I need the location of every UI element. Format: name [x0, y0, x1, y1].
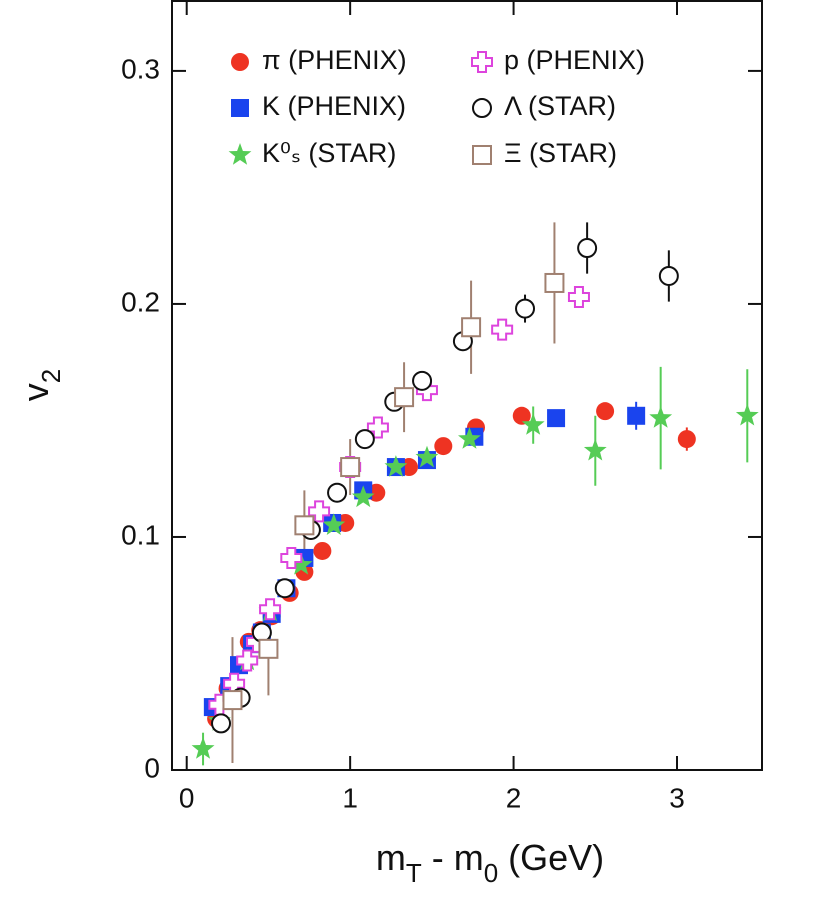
legend-marker [471, 51, 493, 73]
plot-frame [171, 0, 763, 771]
data-point [322, 513, 346, 535]
data-point [491, 318, 514, 341]
data-point [512, 406, 531, 425]
data-point [351, 485, 375, 508]
x-tick-label: 2 [506, 782, 522, 813]
data-point [577, 238, 598, 259]
data-point [461, 317, 482, 338]
data-point [274, 578, 295, 599]
label-part: v [15, 383, 56, 401]
data-point [547, 409, 566, 428]
data-point [340, 457, 361, 478]
data-point [308, 500, 331, 523]
legend-marker [231, 99, 249, 117]
data-point [458, 427, 481, 449]
data-point [544, 272, 565, 293]
legend-marker [472, 145, 492, 165]
label-part: 2 [36, 369, 66, 383]
data-point [412, 370, 433, 391]
y-tick-label: 0.3 [121, 53, 160, 84]
data-point [649, 406, 673, 428]
legend-marker [231, 53, 249, 71]
label-part: - m [422, 837, 484, 878]
data-point [327, 482, 348, 503]
legend-label: p (PHENIX) [504, 45, 645, 75]
data-point [294, 515, 315, 536]
legend-label: K⁰ₛ (STAR) [262, 138, 396, 168]
legend-label: Λ (STAR) [504, 91, 616, 121]
data-point [211, 713, 232, 734]
x-axis-label: mT - m0 (GeV) [376, 837, 604, 888]
data-point [236, 649, 259, 672]
data-point [627, 406, 646, 425]
data-point [259, 598, 282, 621]
y-tick-label: 0.2 [121, 286, 160, 317]
data-point [596, 402, 615, 421]
label-part: (GeV) [498, 837, 604, 878]
legend-marker [472, 98, 492, 118]
y-tick-label: 0 [144, 752, 160, 783]
data-point [658, 265, 679, 286]
legend-marker [228, 143, 252, 165]
data-point [222, 690, 243, 711]
data-point [258, 638, 279, 659]
data-point [366, 416, 389, 439]
legend-label: Ξ (STAR) [504, 138, 617, 168]
data-point [280, 546, 303, 569]
data-point [515, 298, 536, 319]
label-part: T [406, 858, 422, 888]
legend-label: π (PHENIX) [262, 45, 407, 75]
x-tick-label: 1 [342, 782, 358, 813]
data-point [251, 622, 272, 643]
label-part: 0 [484, 858, 498, 888]
x-tick-label: 3 [669, 782, 685, 813]
data-point [384, 455, 408, 477]
data-point [289, 552, 313, 575]
data-point [735, 403, 759, 426]
data-point [434, 437, 453, 456]
legend-label: K (PHENIX) [262, 91, 406, 121]
data-point [521, 413, 545, 435]
y-tick-label: 0.1 [121, 519, 160, 550]
x-tick-label: 0 [179, 782, 195, 813]
data-point [583, 438, 607, 461]
data-point [394, 387, 415, 408]
data-point [313, 541, 332, 560]
data-point [191, 737, 215, 759]
label-part: m [376, 837, 406, 878]
data-point [567, 285, 590, 308]
data-point [677, 430, 696, 449]
data-point [354, 429, 375, 450]
data-point [415, 445, 439, 468]
y-axis-label: v2 [15, 369, 66, 401]
